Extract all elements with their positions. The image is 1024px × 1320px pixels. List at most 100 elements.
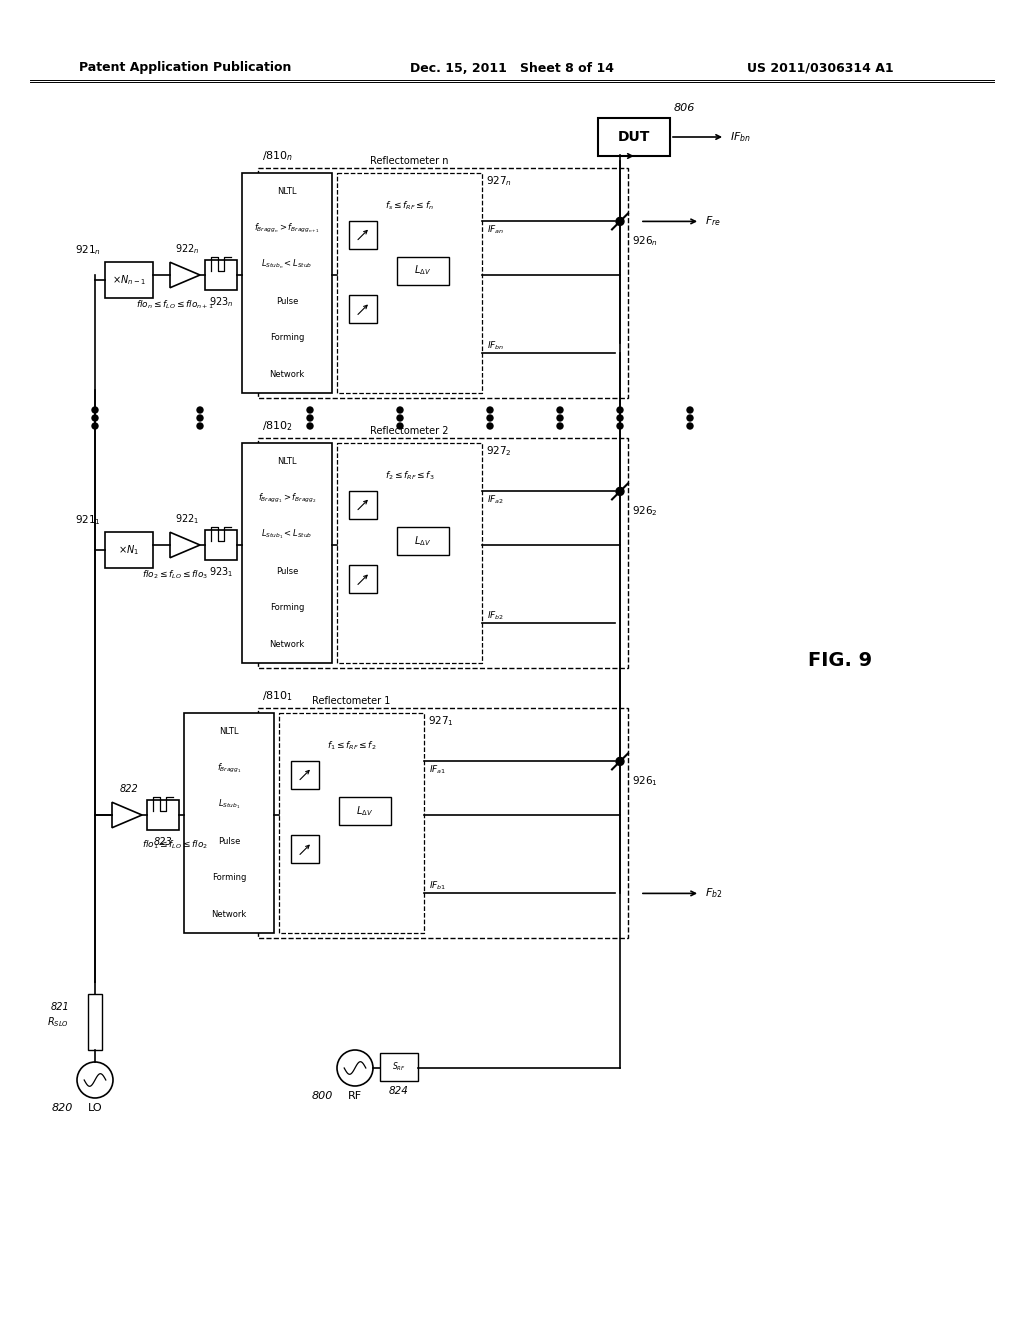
Circle shape [197, 422, 203, 429]
Text: DUT: DUT [617, 129, 650, 144]
Text: Reflectometer 2: Reflectometer 2 [371, 426, 449, 436]
FancyBboxPatch shape [147, 800, 179, 830]
FancyBboxPatch shape [349, 491, 377, 519]
Text: $F_{b2}$: $F_{b2}$ [705, 887, 723, 900]
Text: Forming: Forming [212, 874, 246, 883]
Circle shape [197, 407, 203, 413]
Text: $923_n$: $923_n$ [209, 296, 233, 309]
FancyBboxPatch shape [339, 796, 391, 825]
Text: 806: 806 [674, 103, 695, 114]
Text: LO: LO [88, 1104, 102, 1113]
FancyBboxPatch shape [349, 220, 377, 248]
Text: $f_{Bragg_1}>f_{Bragg_2}$: $f_{Bragg_1}>f_{Bragg_2}$ [258, 491, 316, 504]
Text: 824: 824 [389, 1086, 409, 1096]
Text: NLTL: NLTL [278, 457, 297, 466]
FancyBboxPatch shape [242, 444, 332, 663]
Text: $L_{Stub_1}<L_{Stub}$: $L_{Stub_1}<L_{Stub}$ [261, 528, 312, 541]
Circle shape [687, 422, 693, 429]
Text: $flo_n \leq f_{LO} \leq flo_{n+1}$: $flo_n \leq f_{LO} \leq flo_{n+1}$ [136, 298, 214, 312]
FancyBboxPatch shape [397, 527, 449, 554]
FancyBboxPatch shape [598, 117, 670, 156]
Text: Reflectometer 1: Reflectometer 1 [312, 696, 391, 706]
FancyBboxPatch shape [105, 261, 153, 298]
Text: $flo_1 \leq f_{LO} \leq flo_2$: $flo_1 \leq f_{LO} \leq flo_2$ [142, 838, 208, 851]
FancyBboxPatch shape [291, 760, 319, 788]
FancyBboxPatch shape [88, 994, 102, 1049]
Text: $926_2$: $926_2$ [632, 504, 657, 519]
Text: $f_{Bragg_n}>f_{Bragg_{n+1}}$: $f_{Bragg_n}>f_{Bragg_{n+1}}$ [254, 222, 319, 235]
Text: $IF_{b2}$: $IF_{b2}$ [487, 609, 504, 622]
Text: $L_{Stub_1}$: $L_{Stub_1}$ [218, 797, 241, 812]
Text: 820: 820 [51, 1104, 73, 1113]
Circle shape [487, 407, 493, 413]
Text: Network: Network [269, 640, 304, 649]
Text: 821: 821 [50, 1002, 69, 1012]
FancyBboxPatch shape [349, 296, 377, 323]
Text: NLTL: NLTL [278, 187, 297, 195]
Text: $L_{Stub_n}<L_{Stub}$: $L_{Stub_n}<L_{Stub}$ [261, 257, 312, 272]
Text: $927_2$: $927_2$ [486, 444, 512, 458]
Text: 823: 823 [154, 837, 172, 847]
Text: Network: Network [269, 370, 304, 379]
Text: $927_1$: $927_1$ [428, 714, 454, 727]
Text: $L_{\Delta V}$: $L_{\Delta V}$ [415, 533, 431, 548]
Text: Forming: Forming [269, 334, 304, 342]
Text: $F_{re}$: $F_{re}$ [705, 214, 721, 228]
Circle shape [487, 414, 493, 421]
Circle shape [616, 487, 624, 495]
Text: $922_n$: $922_n$ [175, 242, 200, 256]
Text: $921_1$: $921_1$ [75, 513, 101, 527]
Circle shape [617, 414, 623, 421]
Text: Patent Application Publication: Patent Application Publication [79, 62, 291, 74]
FancyBboxPatch shape [205, 531, 237, 560]
Circle shape [92, 407, 98, 413]
Text: $/810_n$: $/810_n$ [262, 149, 293, 162]
Text: $926_1$: $926_1$ [632, 775, 657, 788]
Text: FIG. 9: FIG. 9 [808, 651, 872, 669]
Circle shape [307, 414, 313, 421]
Circle shape [616, 758, 624, 766]
Circle shape [197, 414, 203, 421]
Circle shape [397, 414, 403, 421]
Text: $f_s \leq f_{RF} \leq f_n$: $f_s \leq f_{RF} \leq f_n$ [385, 199, 434, 213]
Text: $L_{\Delta V}$: $L_{\Delta V}$ [356, 804, 374, 817]
Text: NLTL: NLTL [219, 727, 239, 735]
Text: $927_n$: $927_n$ [486, 174, 512, 187]
Circle shape [307, 422, 313, 429]
FancyBboxPatch shape [184, 713, 274, 933]
Text: $IF_{b1}$: $IF_{b1}$ [429, 879, 446, 891]
Text: Reflectometer n: Reflectometer n [371, 156, 449, 166]
Circle shape [557, 407, 563, 413]
Text: $921_n$: $921_n$ [75, 243, 101, 257]
Text: $L_{\Delta V}$: $L_{\Delta V}$ [415, 264, 431, 277]
Text: $/810_1$: $/810_1$ [262, 689, 293, 702]
FancyBboxPatch shape [380, 1053, 418, 1081]
FancyBboxPatch shape [349, 565, 377, 594]
Text: $S_{RF}$: $S_{RF}$ [392, 1061, 406, 1073]
Text: Pulse: Pulse [275, 566, 298, 576]
Text: $/810_2$: $/810_2$ [262, 420, 293, 433]
Text: $IF_{an}$: $IF_{an}$ [487, 223, 504, 236]
Text: $f_2 \leq f_{RF} \leq f_3$: $f_2 \leq f_{RF} \leq f_3$ [385, 470, 434, 482]
Text: RF: RF [348, 1092, 362, 1101]
Text: $\times N_1$: $\times N_1$ [119, 543, 139, 557]
Text: Pulse: Pulse [218, 837, 241, 846]
Circle shape [487, 422, 493, 429]
Text: Dec. 15, 2011   Sheet 8 of 14: Dec. 15, 2011 Sheet 8 of 14 [410, 62, 614, 74]
Text: 800: 800 [311, 1092, 333, 1101]
Text: $flo_2 \leq f_{LO} \leq flo_3$: $flo_2 \leq f_{LO} \leq flo_3$ [142, 569, 208, 581]
Text: 822: 822 [120, 784, 138, 795]
Text: $IF_{bn}$: $IF_{bn}$ [730, 131, 751, 144]
FancyBboxPatch shape [105, 532, 153, 568]
Text: $922_1$: $922_1$ [175, 512, 199, 525]
Circle shape [557, 414, 563, 421]
Text: $IF_{bn}$: $IF_{bn}$ [487, 339, 505, 351]
FancyBboxPatch shape [205, 260, 237, 290]
Circle shape [92, 414, 98, 421]
Text: $926_n$: $926_n$ [632, 235, 657, 248]
FancyBboxPatch shape [397, 256, 449, 285]
Circle shape [92, 422, 98, 429]
FancyBboxPatch shape [291, 836, 319, 863]
Text: Forming: Forming [269, 603, 304, 612]
Text: $R_{SLO}$: $R_{SLO}$ [47, 1015, 69, 1028]
